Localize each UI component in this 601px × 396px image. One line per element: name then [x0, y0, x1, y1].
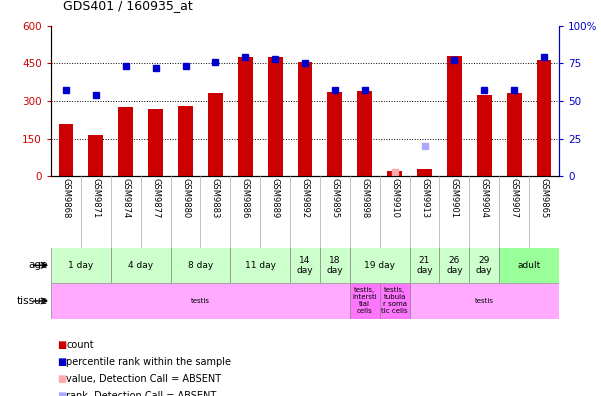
Bar	[469, 248, 499, 283]
Bar	[507, 93, 522, 176]
Bar	[447, 56, 462, 176]
Text: GSM9898: GSM9898	[360, 178, 369, 219]
Text: 1 day: 1 day	[69, 261, 94, 270]
Text: 19 day: 19 day	[364, 261, 395, 270]
Text: GSM9880: GSM9880	[181, 178, 190, 219]
Text: GSM9895: GSM9895	[331, 178, 340, 219]
Bar	[387, 171, 402, 176]
Text: GSM9871: GSM9871	[91, 178, 100, 219]
Text: GSM9913: GSM9913	[420, 178, 429, 219]
Text: testis: testis	[475, 298, 494, 304]
Bar	[320, 248, 350, 283]
Text: GSM9910: GSM9910	[390, 178, 399, 218]
Text: testis: testis	[191, 298, 210, 304]
Text: 14
day: 14 day	[297, 256, 313, 275]
Text: count: count	[66, 339, 94, 350]
Bar	[178, 106, 193, 176]
Bar	[58, 124, 73, 176]
Text: age: age	[29, 260, 48, 270]
Bar	[350, 283, 380, 319]
Text: tissue: tissue	[17, 296, 48, 306]
Bar	[290, 248, 320, 283]
Text: value, Detection Call = ABSENT: value, Detection Call = ABSENT	[66, 373, 221, 384]
Bar	[350, 248, 409, 283]
Bar	[51, 248, 111, 283]
Text: 29
day: 29 day	[476, 256, 493, 275]
Text: 26
day: 26 day	[446, 256, 463, 275]
Bar	[417, 169, 432, 176]
Bar	[499, 248, 559, 283]
Text: testis,
tubula
r soma
tic cells: testis, tubula r soma tic cells	[381, 287, 408, 314]
Bar	[328, 92, 343, 176]
Bar	[409, 248, 439, 283]
Text: 8 day: 8 day	[188, 261, 213, 270]
Bar	[439, 248, 469, 283]
Bar	[267, 57, 282, 176]
Bar	[238, 57, 253, 176]
Text: GSM9883: GSM9883	[211, 178, 220, 219]
Bar	[297, 62, 313, 176]
Bar	[380, 283, 409, 319]
Text: GDS401 / 160935_at: GDS401 / 160935_at	[63, 0, 193, 12]
Text: 18
day: 18 day	[326, 256, 343, 275]
Text: GSM9907: GSM9907	[510, 178, 519, 219]
Text: percentile rank within the sample: percentile rank within the sample	[66, 356, 231, 367]
Text: 11 day: 11 day	[245, 261, 276, 270]
Bar	[118, 107, 133, 176]
Text: GSM9901: GSM9901	[450, 178, 459, 218]
Bar	[88, 135, 103, 176]
Text: GSM9877: GSM9877	[151, 178, 160, 219]
Text: ■: ■	[57, 373, 66, 384]
Text: GSM9874: GSM9874	[121, 178, 130, 219]
Bar	[537, 59, 552, 176]
Bar	[111, 248, 171, 283]
Bar	[171, 248, 230, 283]
Text: GSM9889: GSM9889	[270, 178, 279, 219]
Text: ■: ■	[57, 390, 66, 396]
Text: adult: adult	[517, 261, 541, 270]
Text: GSM9865: GSM9865	[540, 178, 549, 219]
Bar	[409, 283, 559, 319]
Text: GSM9904: GSM9904	[480, 178, 489, 218]
Text: 4 day: 4 day	[128, 261, 153, 270]
Bar	[357, 91, 372, 176]
Text: GSM9892: GSM9892	[300, 178, 310, 219]
Bar	[477, 95, 492, 176]
Text: 21
day: 21 day	[416, 256, 433, 275]
Bar	[208, 93, 223, 176]
Text: ■: ■	[57, 356, 66, 367]
Bar	[230, 248, 290, 283]
Text: ■: ■	[57, 339, 66, 350]
Text: GSM9868: GSM9868	[61, 178, 70, 219]
Bar	[51, 283, 350, 319]
Text: testis,
intersti
tial
cells: testis, intersti tial cells	[352, 287, 377, 314]
Text: GSM9886: GSM9886	[241, 178, 250, 219]
Text: rank, Detection Call = ABSENT: rank, Detection Call = ABSENT	[66, 390, 216, 396]
Bar	[148, 109, 163, 176]
